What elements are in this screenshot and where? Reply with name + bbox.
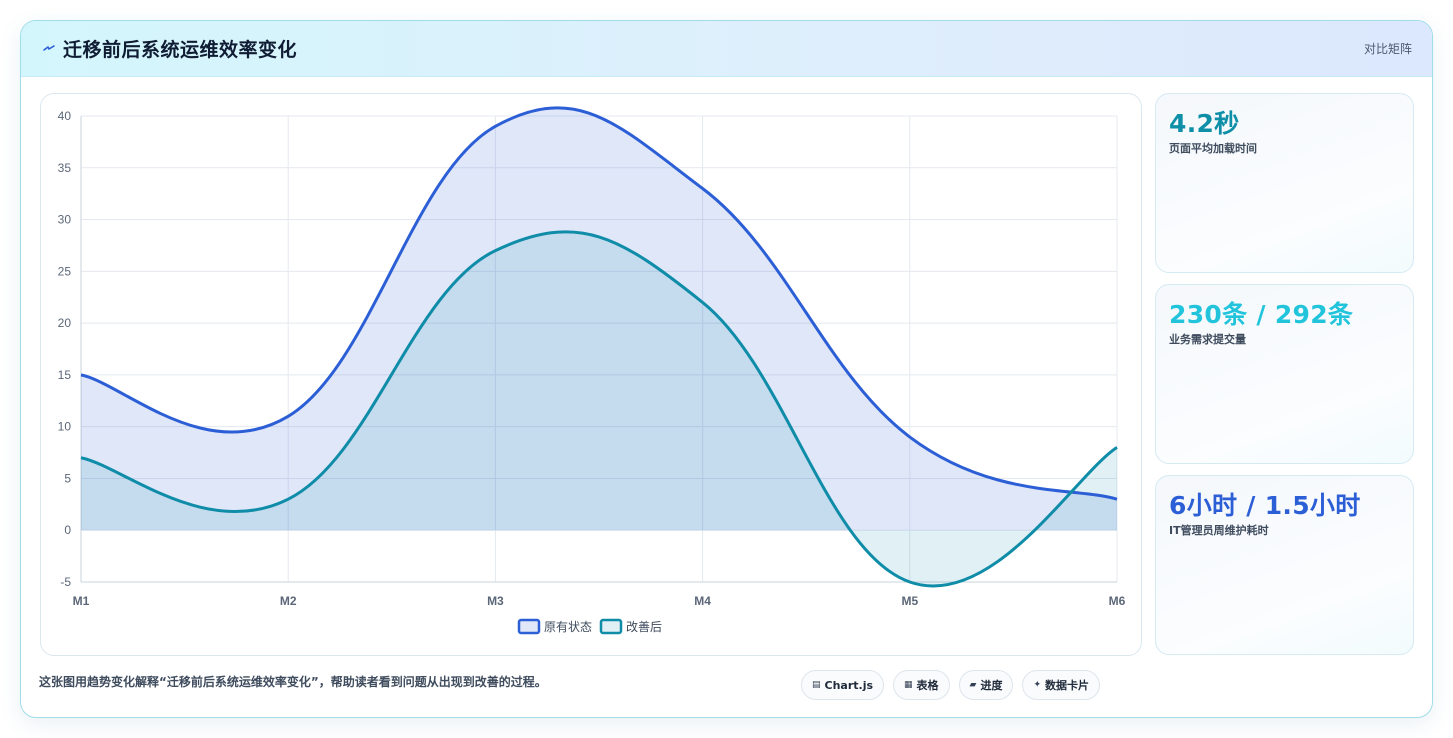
tag-label: 数据卡片 (1045, 679, 1090, 692)
series-line-2 (80, 230, 1118, 588)
progress-icon: ▰ (969, 680, 977, 690)
y-tick-label: 30 (58, 213, 72, 227)
x-tick-label: M6 (1109, 594, 1126, 608)
line-chart: -5 0 5 10 15 20 25 30 35 40 M1 M2 M3 M4 M5 M6 原有状态 改善后 (58, 106, 1126, 635)
tech-tags: ▤ Chart.js ▦ 表格 ▰ 进度 ✦ 数据卡片 (801, 670, 1101, 700)
y-tick-label: 20 (58, 316, 72, 330)
page-title: 迁移前后系统运维效率变化 (63, 39, 298, 61)
tag-label: 进度 (980, 679, 1003, 692)
stat-label: IT管理员周维护耗时 (1169, 524, 1269, 537)
x-tick-label: M2 (280, 594, 297, 608)
y-tick-label: 0 (64, 523, 71, 537)
x-tick-label: M5 (901, 594, 918, 608)
tag-label: Chart.js (824, 678, 874, 692)
x-tick-label: M1 (73, 594, 90, 608)
sparkle-icon: ✦ (1033, 680, 1042, 690)
stat-value: 6小时 / 1.5小时 (1169, 491, 1361, 520)
stat-label: 业务需求提交量 (1169, 333, 1246, 346)
stat-value: 230条 / 292条 (1169, 300, 1354, 329)
x-tick-label: M4 (694, 594, 711, 608)
series-area-2 (81, 231, 1117, 587)
series-line-1 (80, 106, 1118, 501)
legend-label: 原有状态 (544, 620, 592, 634)
tag-chartjs[interactable]: ▤ Chart.js (801, 670, 885, 700)
series-area-1 (81, 107, 1117, 531)
tag-progress[interactable]: ▰ 进度 (958, 670, 1014, 700)
stat-card-load-time: 4.2秒 页面平均加载时间 (1155, 93, 1414, 273)
main-card: 迁移前后系统运维效率变化 对比矩阵 -5 0 5 10 15 20 25 30 35 40 M1 M2… (20, 20, 1433, 718)
stat-card-maintenance: 6小时 / 1.5小时 IT管理员周维护耗时 (1155, 475, 1414, 655)
tag-data-cards[interactable]: ✦ 数据卡片 (1022, 670, 1101, 700)
table-icon: ▦ (904, 680, 913, 690)
chart-icon: ▤ (812, 680, 821, 690)
compare-matrix-link[interactable]: 对比矩阵 (1363, 42, 1412, 56)
legend-swatch (517, 618, 541, 635)
chart-caption: 这张图用趋势变化解释“迁移前后系统运维效率变化”，帮助读者看到问题从出现到改善的… (39, 675, 547, 689)
card-header: 迁移前后系统运维效率变化 对比矩阵 (21, 21, 1432, 77)
stat-label: 页面平均加载时间 (1169, 142, 1257, 155)
x-tick-label: M3 (487, 594, 504, 608)
stat-value: 4.2秒 (1169, 109, 1240, 138)
legend-swatch (599, 618, 623, 635)
y-tick-label: -5 (60, 575, 71, 589)
legend-label: 改善后 (626, 619, 662, 634)
stat-card-requests: 230条 / 292条 业务需求提交量 (1155, 284, 1414, 464)
y-tick-label: 25 (58, 264, 72, 278)
y-tick-label: 35 (58, 161, 72, 175)
chart-panel: -5 0 5 10 15 20 25 30 35 40 M1 M2 M3 M4 M5 M6 原有状态 改善后 (40, 93, 1142, 656)
y-tick-label: 5 (64, 471, 71, 485)
y-tick-label: 40 (58, 109, 72, 123)
tag-label: 表格 (916, 679, 939, 692)
tag-table[interactable]: ▦ 表格 (893, 670, 950, 700)
lightning-icon (43, 45, 55, 51)
y-tick-label: 15 (58, 368, 72, 382)
y-tick-label: 10 (58, 420, 72, 434)
